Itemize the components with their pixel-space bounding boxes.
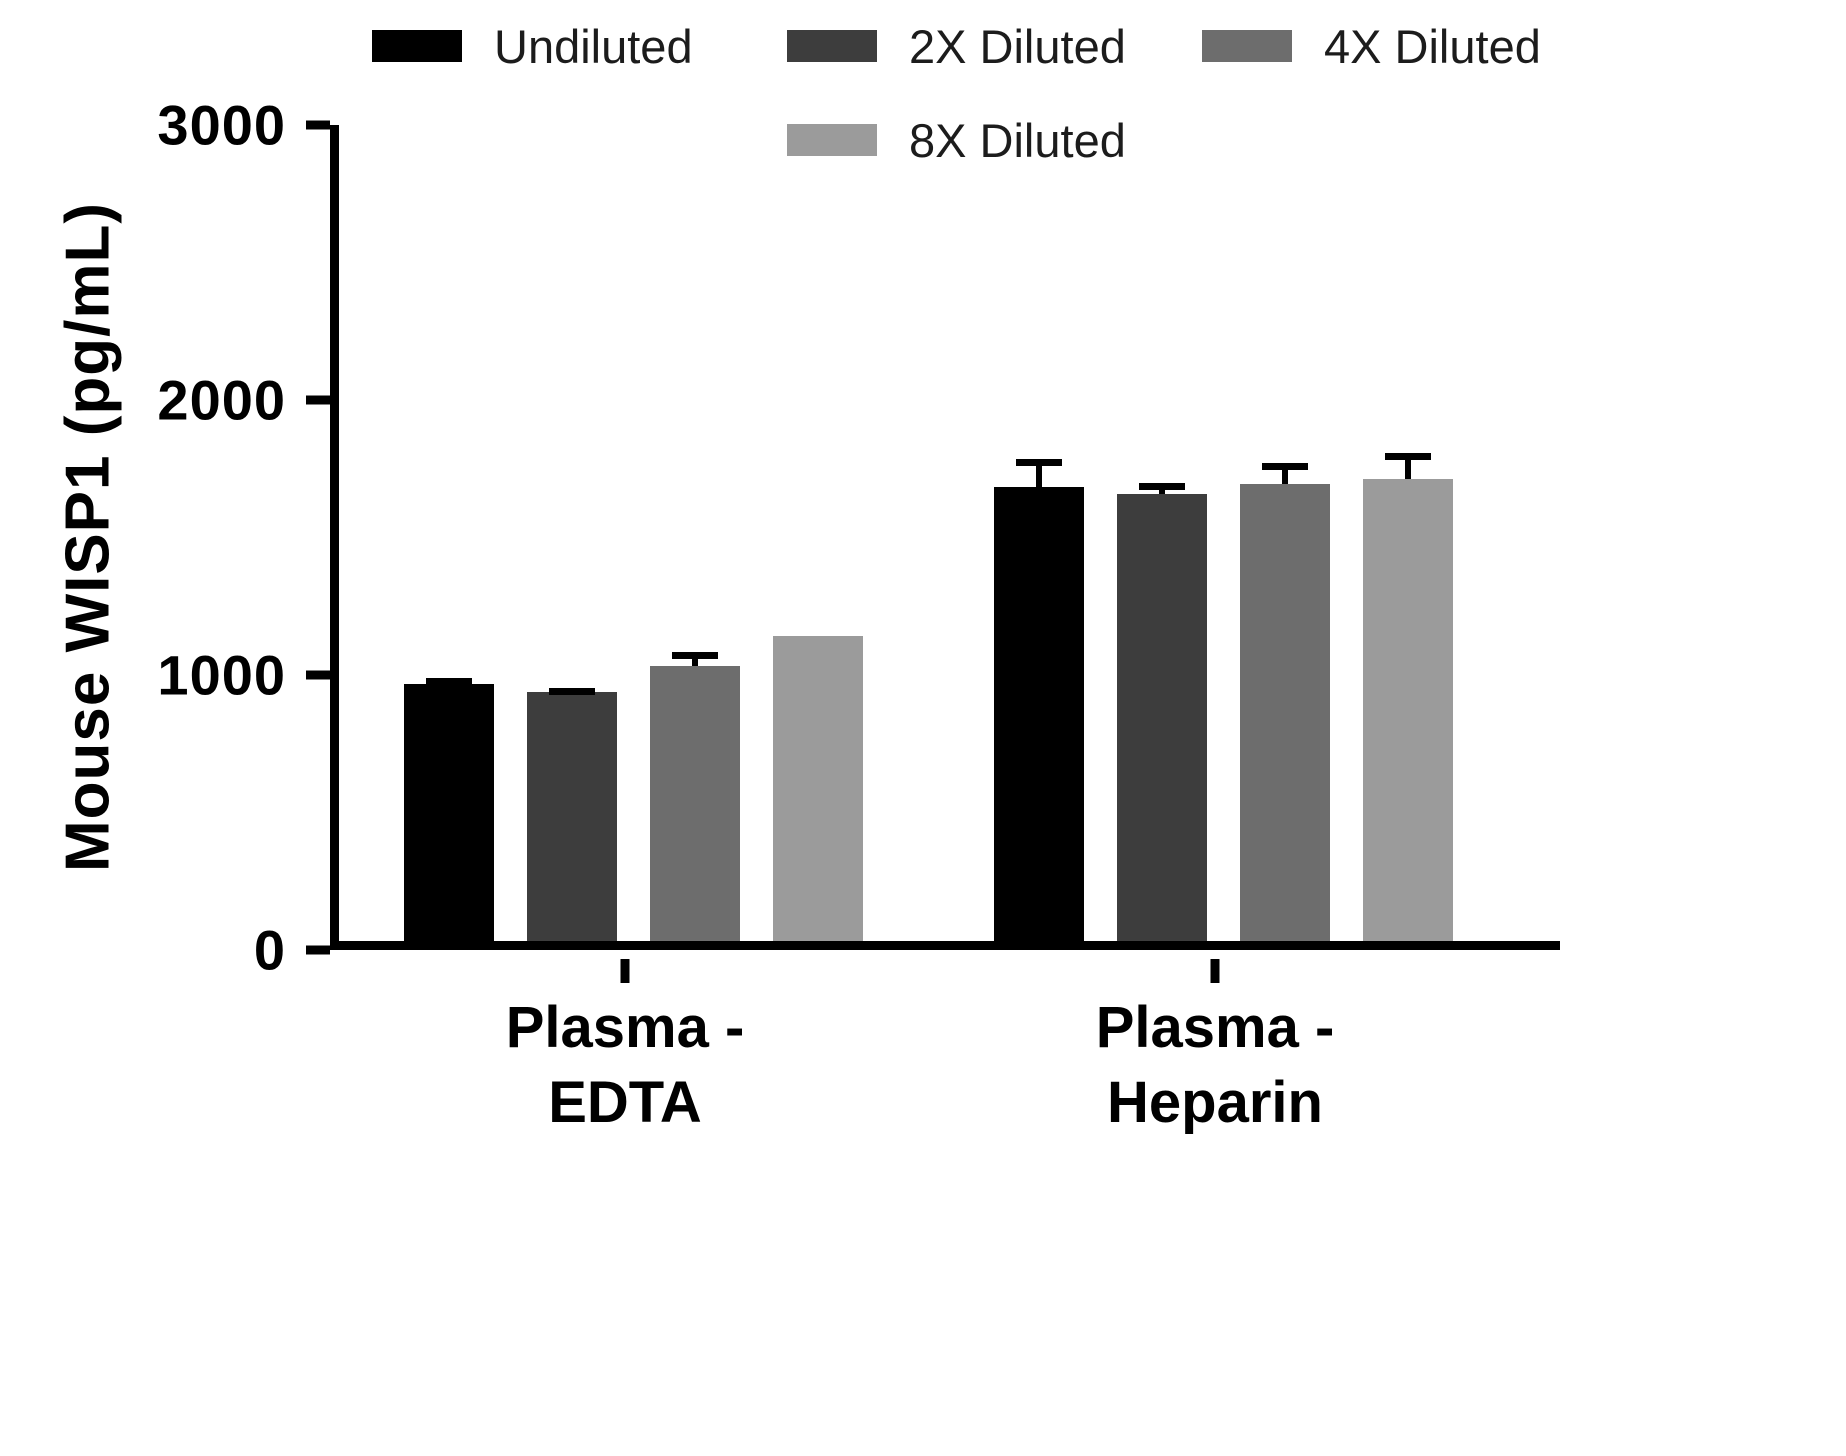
legend-label-2x-diluted: 2X Diluted	[909, 19, 1126, 73]
x-category-label-plasma-edta: Plasma - EDTA	[505, 995, 745, 1136]
error-bar-2x-diluted-plasma-edta	[569, 688, 575, 692]
legend-label-undiluted: Undiluted	[494, 19, 693, 73]
y-tick-mark-3000	[306, 120, 330, 130]
bar-8x-diluted-plasma-edta	[773, 636, 863, 941]
bar-2x-diluted-plasma-heparin	[1117, 494, 1207, 941]
legend-swatch-undiluted	[372, 30, 462, 62]
legend-entry-4x-diluted: 4X Diluted	[1202, 19, 1617, 73]
bar-undiluted-plasma-heparin	[994, 487, 1084, 941]
plot-area	[330, 125, 1560, 950]
x-tick-mark-plasma-edta	[620, 959, 630, 983]
bar-undiluted-plasma-edta	[404, 684, 494, 941]
bar-4x-diluted-plasma-edta	[650, 666, 740, 941]
legend-entry-2x-diluted: 2X Diluted	[787, 19, 1202, 73]
legend-swatch-2x-diluted	[787, 30, 877, 62]
x-tick-mark-plasma-heparin	[1210, 959, 1220, 983]
legend-entry-8x-diluted: 8X Diluted	[787, 113, 1202, 167]
bar-8x-diluted-plasma-heparin	[1363, 479, 1453, 941]
y-tick-label-2000: 2000	[157, 368, 286, 432]
error-bar-undiluted-plasma-heparin	[1036, 459, 1042, 487]
y-tick-mark-0	[306, 945, 330, 955]
error-bar-8x-diluted-plasma-heparin	[1405, 453, 1411, 479]
legend-label-8x-diluted: 8X Diluted	[909, 113, 1126, 167]
error-bar-2x-diluted-plasma-heparin	[1159, 483, 1165, 494]
y-tick-label-1000: 1000	[157, 643, 286, 707]
x-axis	[330, 959, 1560, 989]
bar-2x-diluted-plasma-edta	[527, 692, 617, 941]
legend-label-4x-diluted: 4X Diluted	[1324, 19, 1541, 73]
y-tick-mark-1000	[306, 670, 330, 680]
bar-4x-diluted-plasma-heparin	[1240, 484, 1330, 941]
y-axis: 0 1000 2000 3000	[0, 94, 330, 982]
y-tick-label-0: 0	[253, 918, 286, 982]
y-tick-label-3000: 3000	[157, 93, 286, 157]
chart-legend: Undiluted 2X Diluted 4X Diluted 8X Diluted	[372, 19, 1617, 167]
legend-entry-undiluted: Undiluted	[372, 19, 787, 73]
error-bar-4x-diluted-plasma-edta	[692, 652, 698, 666]
error-bar-4x-diluted-plasma-heparin	[1282, 463, 1288, 484]
y-tick-mark-2000	[306, 395, 330, 405]
error-bar-undiluted-plasma-edta	[446, 678, 452, 684]
x-category-label-plasma-heparin: Plasma - Heparin	[1095, 995, 1335, 1136]
legend-swatch-4x-diluted	[1202, 30, 1292, 62]
legend-swatch-8x-diluted	[787, 124, 877, 156]
